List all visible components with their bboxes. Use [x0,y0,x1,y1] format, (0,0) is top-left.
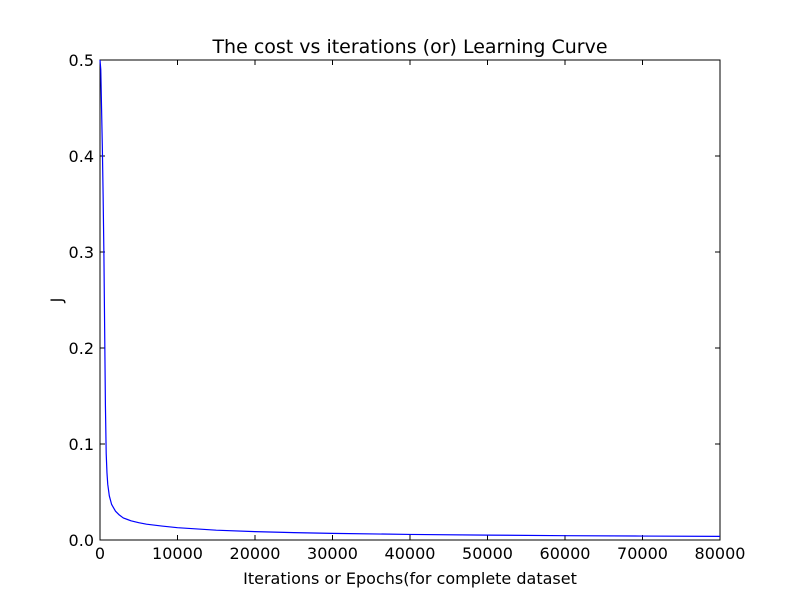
x-tick-label: 20000 [230,544,281,563]
x-tick-label: 0 [95,544,105,563]
series-line [99,59,721,537]
tick-marks [99,59,721,541]
x-axis-label: Iterations or Epochs(for complete datase… [243,569,577,588]
y-axis-label: J [47,298,66,304]
y-tick-label: 0.4 [69,147,94,166]
x-tick-label: 80000 [695,544,746,563]
y-tick-label: 0.5 [69,51,94,70]
x-tick-labels: 0 10000 20000 30000 40000 50000 60000 70000 8000… [95,544,746,563]
x-tick-label: 70000 [617,544,668,563]
y-tick-label: 0.2 [69,339,94,358]
x-tick-label: 50000 [462,544,513,563]
y-tick-label: 0.0 [69,531,94,550]
y-tick-label: 0.1 [69,435,94,454]
x-tick-label: 60000 [540,544,591,563]
x-tick-label: 30000 [307,544,358,563]
x-tick-label: 40000 [385,544,436,563]
plot-frame [99,59,721,541]
chart-title: The cost vs iterations (or) Learning Cur… [211,36,607,58]
y-tick-labels: 0.0 0.1 0.2 0.3 0.4 0.5 [69,51,94,550]
series-layer [99,59,721,537]
x-tick-label: 10000 [152,544,203,563]
y-tick-label: 0.3 [69,243,94,262]
